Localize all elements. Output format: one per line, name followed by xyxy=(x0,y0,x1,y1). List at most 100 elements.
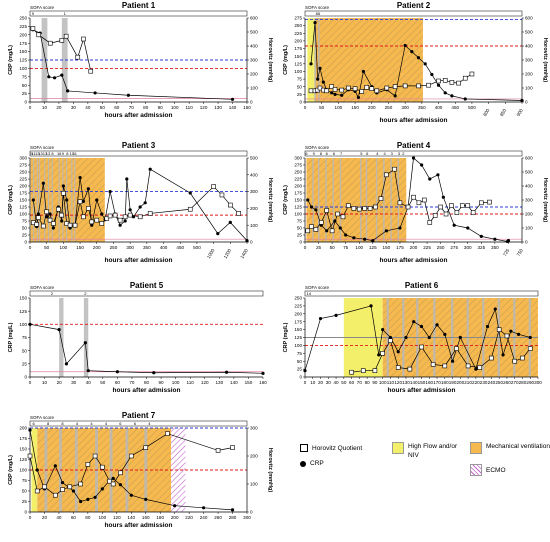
hq-point xyxy=(362,206,367,211)
x-axis-label: hours after admission xyxy=(380,257,448,264)
sofa-value: 6 xyxy=(366,151,369,156)
y-tick-label: 100 xyxy=(19,66,27,71)
x-tick-label: 280 xyxy=(519,380,527,385)
y-tick-label: 175 xyxy=(19,436,27,441)
y-tick-label: 250 xyxy=(19,16,27,21)
shade-ecmo-hatch xyxy=(171,428,186,512)
crp-point xyxy=(143,201,147,205)
x-tick-label: 20 xyxy=(57,380,63,385)
x-tick-label: 270 xyxy=(511,380,519,385)
legend-hq: Horovitz Quotient xyxy=(300,444,362,452)
crp-point xyxy=(450,94,454,98)
sofa-bar xyxy=(325,158,327,242)
hq-point xyxy=(27,453,33,459)
x-axis-label: hours after admission xyxy=(380,117,448,124)
y-tick-label: 150 xyxy=(19,49,27,54)
y-tick-label: 175 xyxy=(294,319,302,324)
hq-point xyxy=(364,85,370,90)
hq-point xyxy=(107,478,112,484)
hq-point xyxy=(416,200,422,206)
sofa-bar xyxy=(58,158,60,242)
sofa-value: 13 xyxy=(46,151,51,156)
hq-point xyxy=(359,89,365,94)
hq-point xyxy=(454,346,459,351)
crp-point xyxy=(363,237,367,241)
sofa-bar xyxy=(74,158,76,242)
hq-point xyxy=(422,197,427,203)
crp-point xyxy=(412,320,416,324)
x-tick-label: 90 xyxy=(158,105,164,110)
x-tick-label: 25 xyxy=(316,245,322,250)
y-tick-label: 75 xyxy=(297,77,303,82)
hq-point xyxy=(449,80,455,85)
legend-hq-label: Horovitz Quotient xyxy=(312,444,363,452)
x-tick-label: 0 xyxy=(29,245,32,250)
sofa-bar xyxy=(332,158,334,242)
x-tick-label: 20 xyxy=(56,105,62,110)
hq-point xyxy=(72,222,78,228)
x-tick-label: 50 xyxy=(330,245,336,250)
x-tick-label: 70 xyxy=(129,380,135,385)
y-tick-label: 175 xyxy=(294,191,302,196)
ecmo-swatch xyxy=(470,464,482,476)
y2-tick-label: 0 xyxy=(250,240,253,245)
hq-point xyxy=(67,484,73,490)
x-tick-label: 175 xyxy=(396,245,404,250)
sofa-bar xyxy=(312,158,314,242)
x-tick-label: 250 xyxy=(495,380,503,385)
x-tick-label: 300 xyxy=(243,515,251,520)
crp-point xyxy=(330,91,334,95)
y-tick-label: 50 xyxy=(22,489,28,494)
crp-point xyxy=(325,229,329,233)
chart-title: Patient 2 xyxy=(397,1,431,10)
crp-point xyxy=(384,229,388,233)
x-tick-label: 10 xyxy=(42,105,48,110)
hq-point xyxy=(416,83,421,89)
hq-point xyxy=(143,445,149,450)
crp-point xyxy=(31,198,35,202)
x-tick-label: 325 xyxy=(477,245,485,250)
y2-tick-label: 400 xyxy=(525,184,533,189)
y2-axis-label: Horovitz (mmHg) xyxy=(267,448,273,492)
y-tick-label: 275 xyxy=(19,163,27,168)
crp-point xyxy=(316,77,320,81)
hq-point xyxy=(329,84,335,89)
sofa-value: 6 xyxy=(326,151,329,156)
hq-point xyxy=(432,213,438,218)
y-tick-label: 125 xyxy=(294,61,302,66)
hq-point xyxy=(324,208,330,213)
x-tick-label: 150 xyxy=(418,380,426,385)
sofa-value: 4 xyxy=(383,151,386,156)
sofa-bar xyxy=(375,158,378,242)
crp-point xyxy=(57,328,61,332)
sofa-bar xyxy=(41,18,48,102)
shade-hf xyxy=(31,428,38,512)
x-tick-label: 100 xyxy=(335,105,343,110)
crp-point xyxy=(86,497,90,501)
hq-point xyxy=(380,351,385,356)
sofa-strip xyxy=(29,290,264,297)
sofa-label: SOFA score xyxy=(30,285,55,290)
y2-tick-label: 200 xyxy=(525,72,533,77)
hq-point xyxy=(340,214,346,220)
crp-point xyxy=(93,495,97,499)
hq-point xyxy=(477,365,483,370)
x-tick-label: 1200 xyxy=(223,248,233,260)
sofa-strip xyxy=(304,290,539,297)
sofa-value: 5 xyxy=(360,151,363,156)
crp-point xyxy=(419,324,424,329)
x-tick-label: 130 xyxy=(214,105,222,110)
crp-point xyxy=(443,332,447,336)
x-axis-label: hours after admission xyxy=(105,522,173,529)
crp-point xyxy=(81,199,86,203)
hq-point xyxy=(67,222,73,228)
hq-point xyxy=(504,333,510,339)
hq-point xyxy=(236,211,241,216)
y-tick-label: 0 xyxy=(299,240,302,245)
hq-point xyxy=(30,26,36,31)
x-tick-label: 200 xyxy=(368,105,376,110)
x-tick-label: 500 xyxy=(193,245,201,250)
hq-point xyxy=(392,84,398,89)
